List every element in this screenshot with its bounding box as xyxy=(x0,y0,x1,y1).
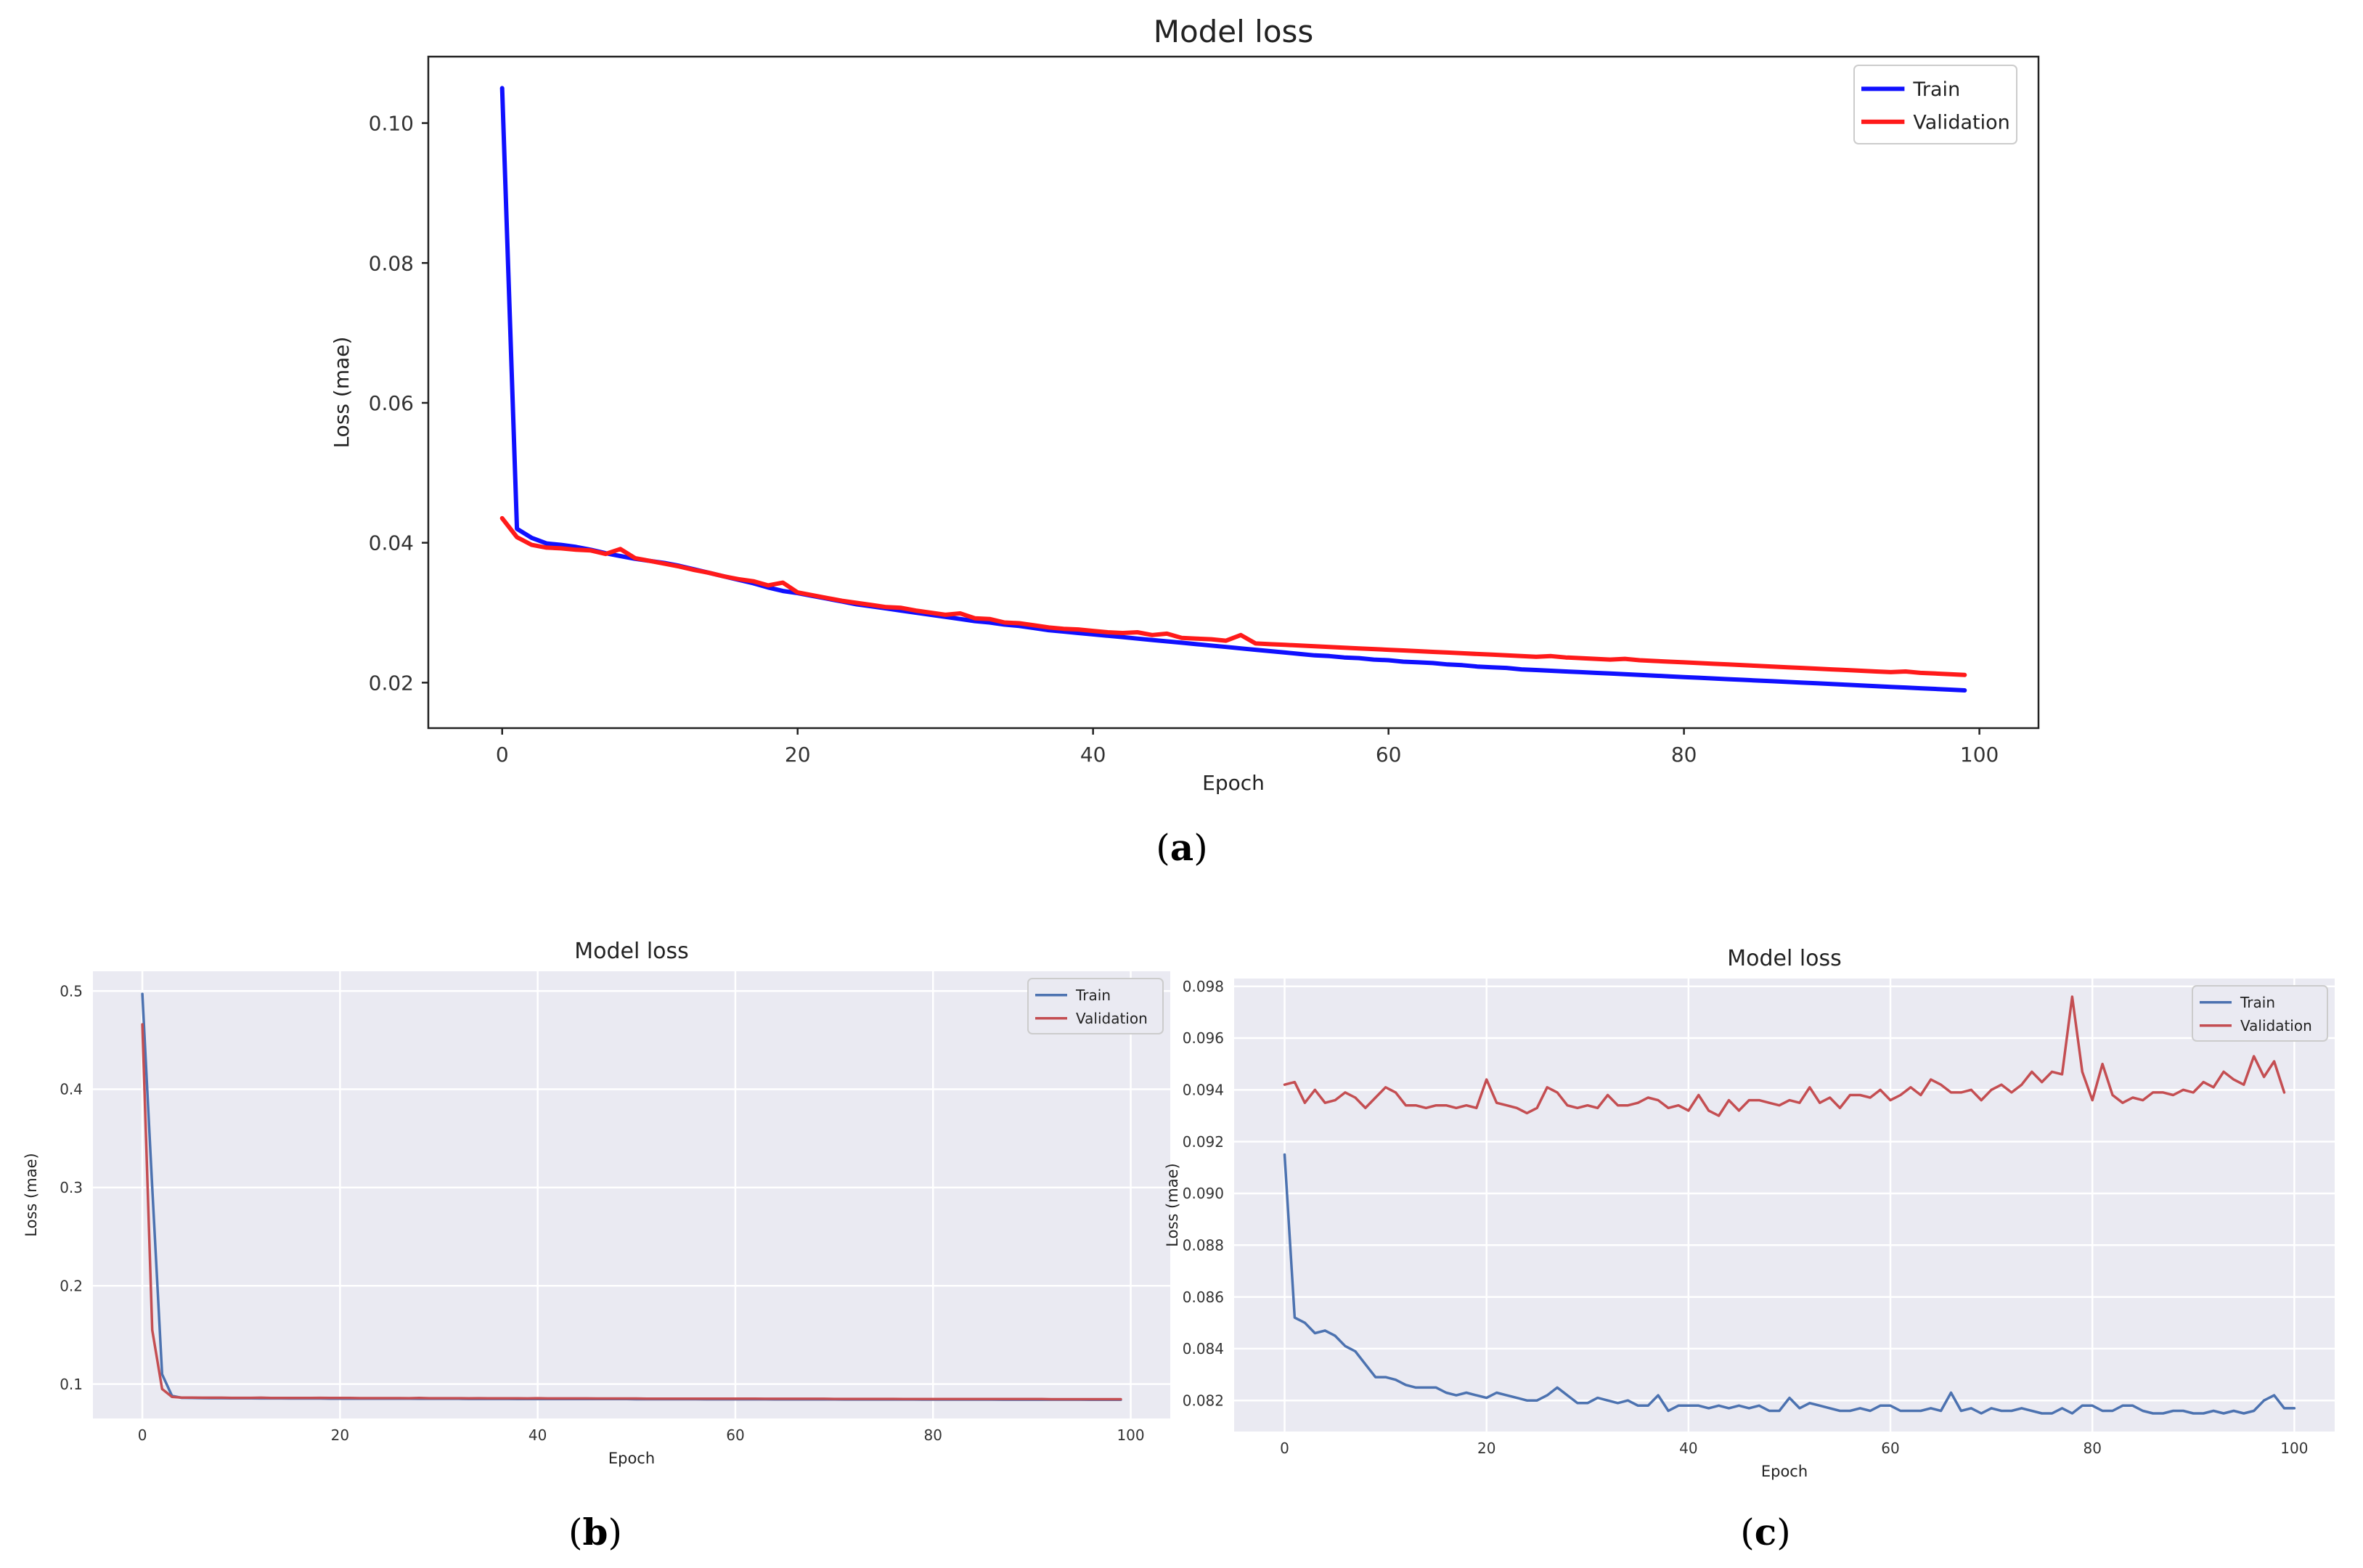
chart-panel-b: 0 20 40 60 80 100 0.1 0.2 0.3 0.4 0.5 Epoch Loss (ma… xyxy=(23,939,1170,1467)
series-line-validation xyxy=(1283,995,2286,1117)
y-tick-label: 0.1 xyxy=(60,1376,83,1393)
x-tick-label: 80 xyxy=(924,1426,942,1444)
x-tick-label: 40 xyxy=(1080,743,1106,767)
y-axis-label: Loss (mae) xyxy=(23,1153,40,1236)
y-tick-label: 0.10 xyxy=(369,112,414,136)
legend-label: Validation xyxy=(1076,1010,1148,1027)
legend-label: Validation xyxy=(2240,1017,2312,1034)
x-tick-label: 40 xyxy=(528,1426,547,1444)
series-line-train xyxy=(1283,1153,2296,1415)
x-axis-label: Epoch xyxy=(608,1450,655,1467)
y-tick-label: 0.096 xyxy=(1183,1029,1224,1047)
y-tick-label: 0.088 xyxy=(1183,1236,1224,1254)
legend-label: Train xyxy=(2240,994,2275,1011)
y-tick-label: 0.082 xyxy=(1183,1392,1224,1409)
y-axis-label: Loss (mae) xyxy=(330,337,354,449)
x-tick-label: 40 xyxy=(1679,1440,1697,1457)
chart-title: Model loss xyxy=(1727,946,1842,971)
y-tick-label: 0.086 xyxy=(1183,1289,1224,1306)
x-tick-label: 80 xyxy=(2083,1440,2101,1457)
y-tick-label: 0.092 xyxy=(1183,1133,1224,1151)
x-axis-label: Epoch xyxy=(1202,771,1265,795)
x-tick-label: 60 xyxy=(726,1426,744,1444)
series-line-validation xyxy=(141,1023,1122,1401)
y-tick-label: 0.098 xyxy=(1183,978,1224,995)
subfigure-label: (b) xyxy=(568,1511,622,1553)
y-tick-label: 0.3 xyxy=(60,1179,83,1196)
x-tick-label: 0 xyxy=(138,1426,147,1444)
y-tick-label: 0.5 xyxy=(60,982,83,1000)
x-tick-label: 100 xyxy=(2280,1440,2308,1457)
plot-area xyxy=(1234,979,2335,1432)
legend-box xyxy=(1853,65,2017,144)
subfigure-label: (a) xyxy=(1156,826,1207,869)
y-tick-label: 0.084 xyxy=(1183,1340,1224,1357)
x-axis-label: Epoch xyxy=(1761,1463,1808,1480)
x-tick-label: 20 xyxy=(331,1426,349,1444)
x-tick-label: 20 xyxy=(1477,1440,1495,1457)
x-tick-label: 100 xyxy=(1960,743,1999,767)
chart-panel-a: 0 20 40 60 80 100 0.02 0.04 0.06 0.08 0.10 Epoch Los… xyxy=(330,14,2040,795)
legend-label: Validation xyxy=(1913,111,2009,134)
y-tick-label: 0.4 xyxy=(60,1081,83,1098)
y-tick-label: 0.090 xyxy=(1183,1185,1224,1202)
series-line-validation xyxy=(499,515,1967,677)
chart-title: Model loss xyxy=(1154,14,1314,49)
x-tick-label: 100 xyxy=(1117,1426,1144,1444)
legend-label: Train xyxy=(1075,987,1111,1004)
subfigure-label: (c) xyxy=(1740,1511,1790,1553)
y-tick-label: 0.02 xyxy=(369,671,414,695)
y-tick-label: 0.04 xyxy=(369,531,414,555)
x-tick-label: 60 xyxy=(1376,743,1402,767)
legend: Train Validation xyxy=(2192,985,2328,1042)
legend: Train Validation xyxy=(1027,978,1164,1034)
chart-panel-c: 0 20 40 60 80 100 0.082 0.084 0.086 0.088 0.090 0.0… xyxy=(1164,946,2335,1480)
legend: Train Validation xyxy=(1853,65,2017,144)
plot-area xyxy=(427,55,2040,730)
x-tick-label: 0 xyxy=(1280,1440,1289,1457)
chart-title: Model loss xyxy=(574,939,689,964)
x-tick-label: 20 xyxy=(785,743,811,767)
x-tick-label: 80 xyxy=(1671,743,1697,767)
legend-box xyxy=(1027,978,1164,1034)
plot-area xyxy=(93,971,1170,1418)
legend-box xyxy=(2192,985,2328,1042)
y-axis-label: Loss (mae) xyxy=(1164,1163,1181,1246)
y-tick-label: 0.08 xyxy=(369,251,414,275)
y-tick-label: 0.06 xyxy=(369,391,414,415)
y-tick-label: 0.094 xyxy=(1183,1082,1224,1099)
y-tick-label: 0.2 xyxy=(60,1277,83,1294)
x-tick-label: 0 xyxy=(496,743,509,767)
x-tick-label: 60 xyxy=(1881,1440,1899,1457)
legend-label: Train xyxy=(1912,78,1960,101)
